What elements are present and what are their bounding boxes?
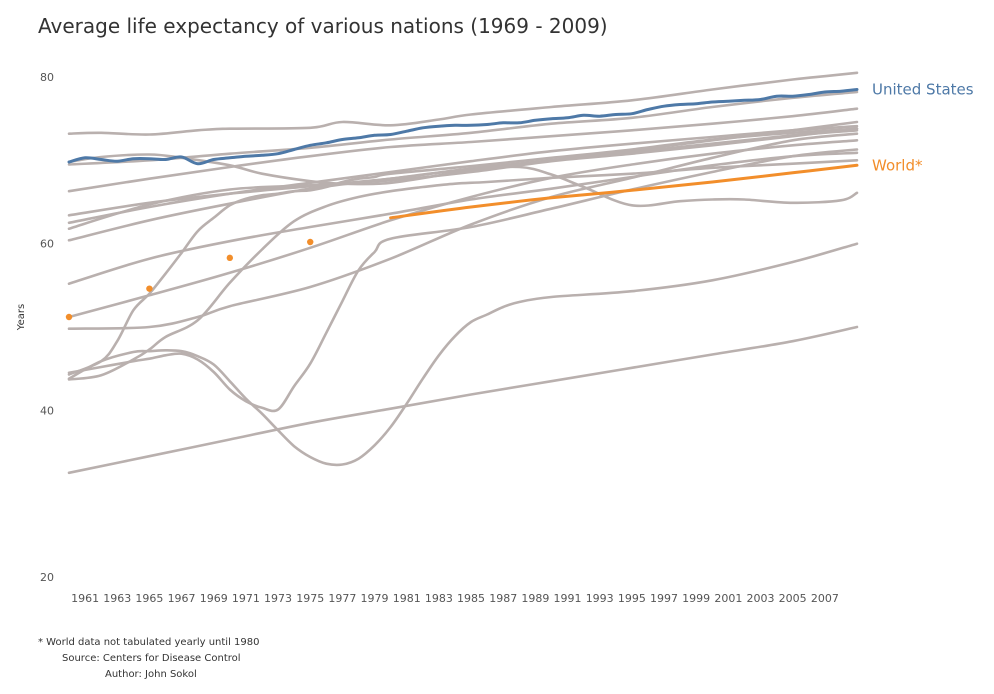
background-series-group [67,71,859,475]
series-label-world: World* [872,156,923,174]
author-note: Author: John Sokol [105,669,197,680]
series-line-background [67,139,859,319]
x-tick-label: 1985 [457,592,485,605]
highlighted-series-group [65,88,859,321]
x-tick-label: 1961 [71,592,99,605]
data-point-world [146,285,153,292]
data-point-world [226,254,234,262]
series-line-background [67,127,859,230]
x-tick-label: 1973 [264,592,292,605]
x-tick-label: 1981 [393,592,421,605]
x-tick-label: 1991 [554,592,582,605]
footnote: * World data not tabulated yearly until … [38,637,260,648]
x-tick-label: 1983 [425,592,453,605]
x-tick-label: 2001 [714,592,742,605]
x-tick-label: 1993 [586,592,614,605]
series-line-background [67,71,859,136]
x-tick-label: 2005 [779,592,807,605]
y-tick-label: 80 [40,71,54,84]
x-tick-label: 1997 [650,592,678,605]
x-tick-label: 1989 [521,592,549,605]
series-line-background [67,151,859,285]
series-line-background [67,90,859,166]
x-tick-label: 1979 [361,592,389,605]
x-tick-label: 1999 [682,592,710,605]
x-tick-label: 1987 [489,592,517,605]
y-tick-label: 40 [40,404,54,417]
data-point-world [65,313,73,321]
x-tick-label: 1969 [200,592,228,605]
series-line-background [67,148,859,413]
x-tick-label: 2003 [747,592,775,605]
series-line-background [67,325,859,475]
x-tick-label: 1977 [328,592,356,605]
y-tick-label: 20 [40,571,54,584]
series-line-united-states [67,88,859,166]
x-tick-label: 1995 [618,592,646,605]
series-line-background [67,159,859,381]
x-tick-label: 1971 [232,592,260,605]
series-line-background [67,107,859,193]
x-tick-label: 1965 [135,592,163,605]
x-axis: 1961 1963 1965 1967 1969 1971 1973 1975 1977 1979… [71,592,839,605]
chart-title: Average life expectancy of various natio… [38,14,608,38]
series-line-background [67,124,859,225]
series-line-background [67,242,859,467]
y-tick-label: 60 [40,238,54,251]
series-label-united-states: United States [872,81,974,99]
x-tick-label: 1963 [103,592,131,605]
data-point-world [307,238,314,246]
series-line-world [389,163,859,220]
series-line-background [67,132,859,330]
series-labels: United States World* [872,81,974,175]
series-line-background [67,127,859,376]
x-tick-label: 1975 [296,592,324,605]
x-tick-label: 1967 [168,592,196,605]
series-line-background [67,129,859,242]
y-axis: 20 40 60 80 [40,71,54,584]
source-note: Source: Centers for Disease Control [62,653,241,664]
y-axis-label: Years [16,304,27,331]
x-tick-label: 2007 [811,592,839,605]
